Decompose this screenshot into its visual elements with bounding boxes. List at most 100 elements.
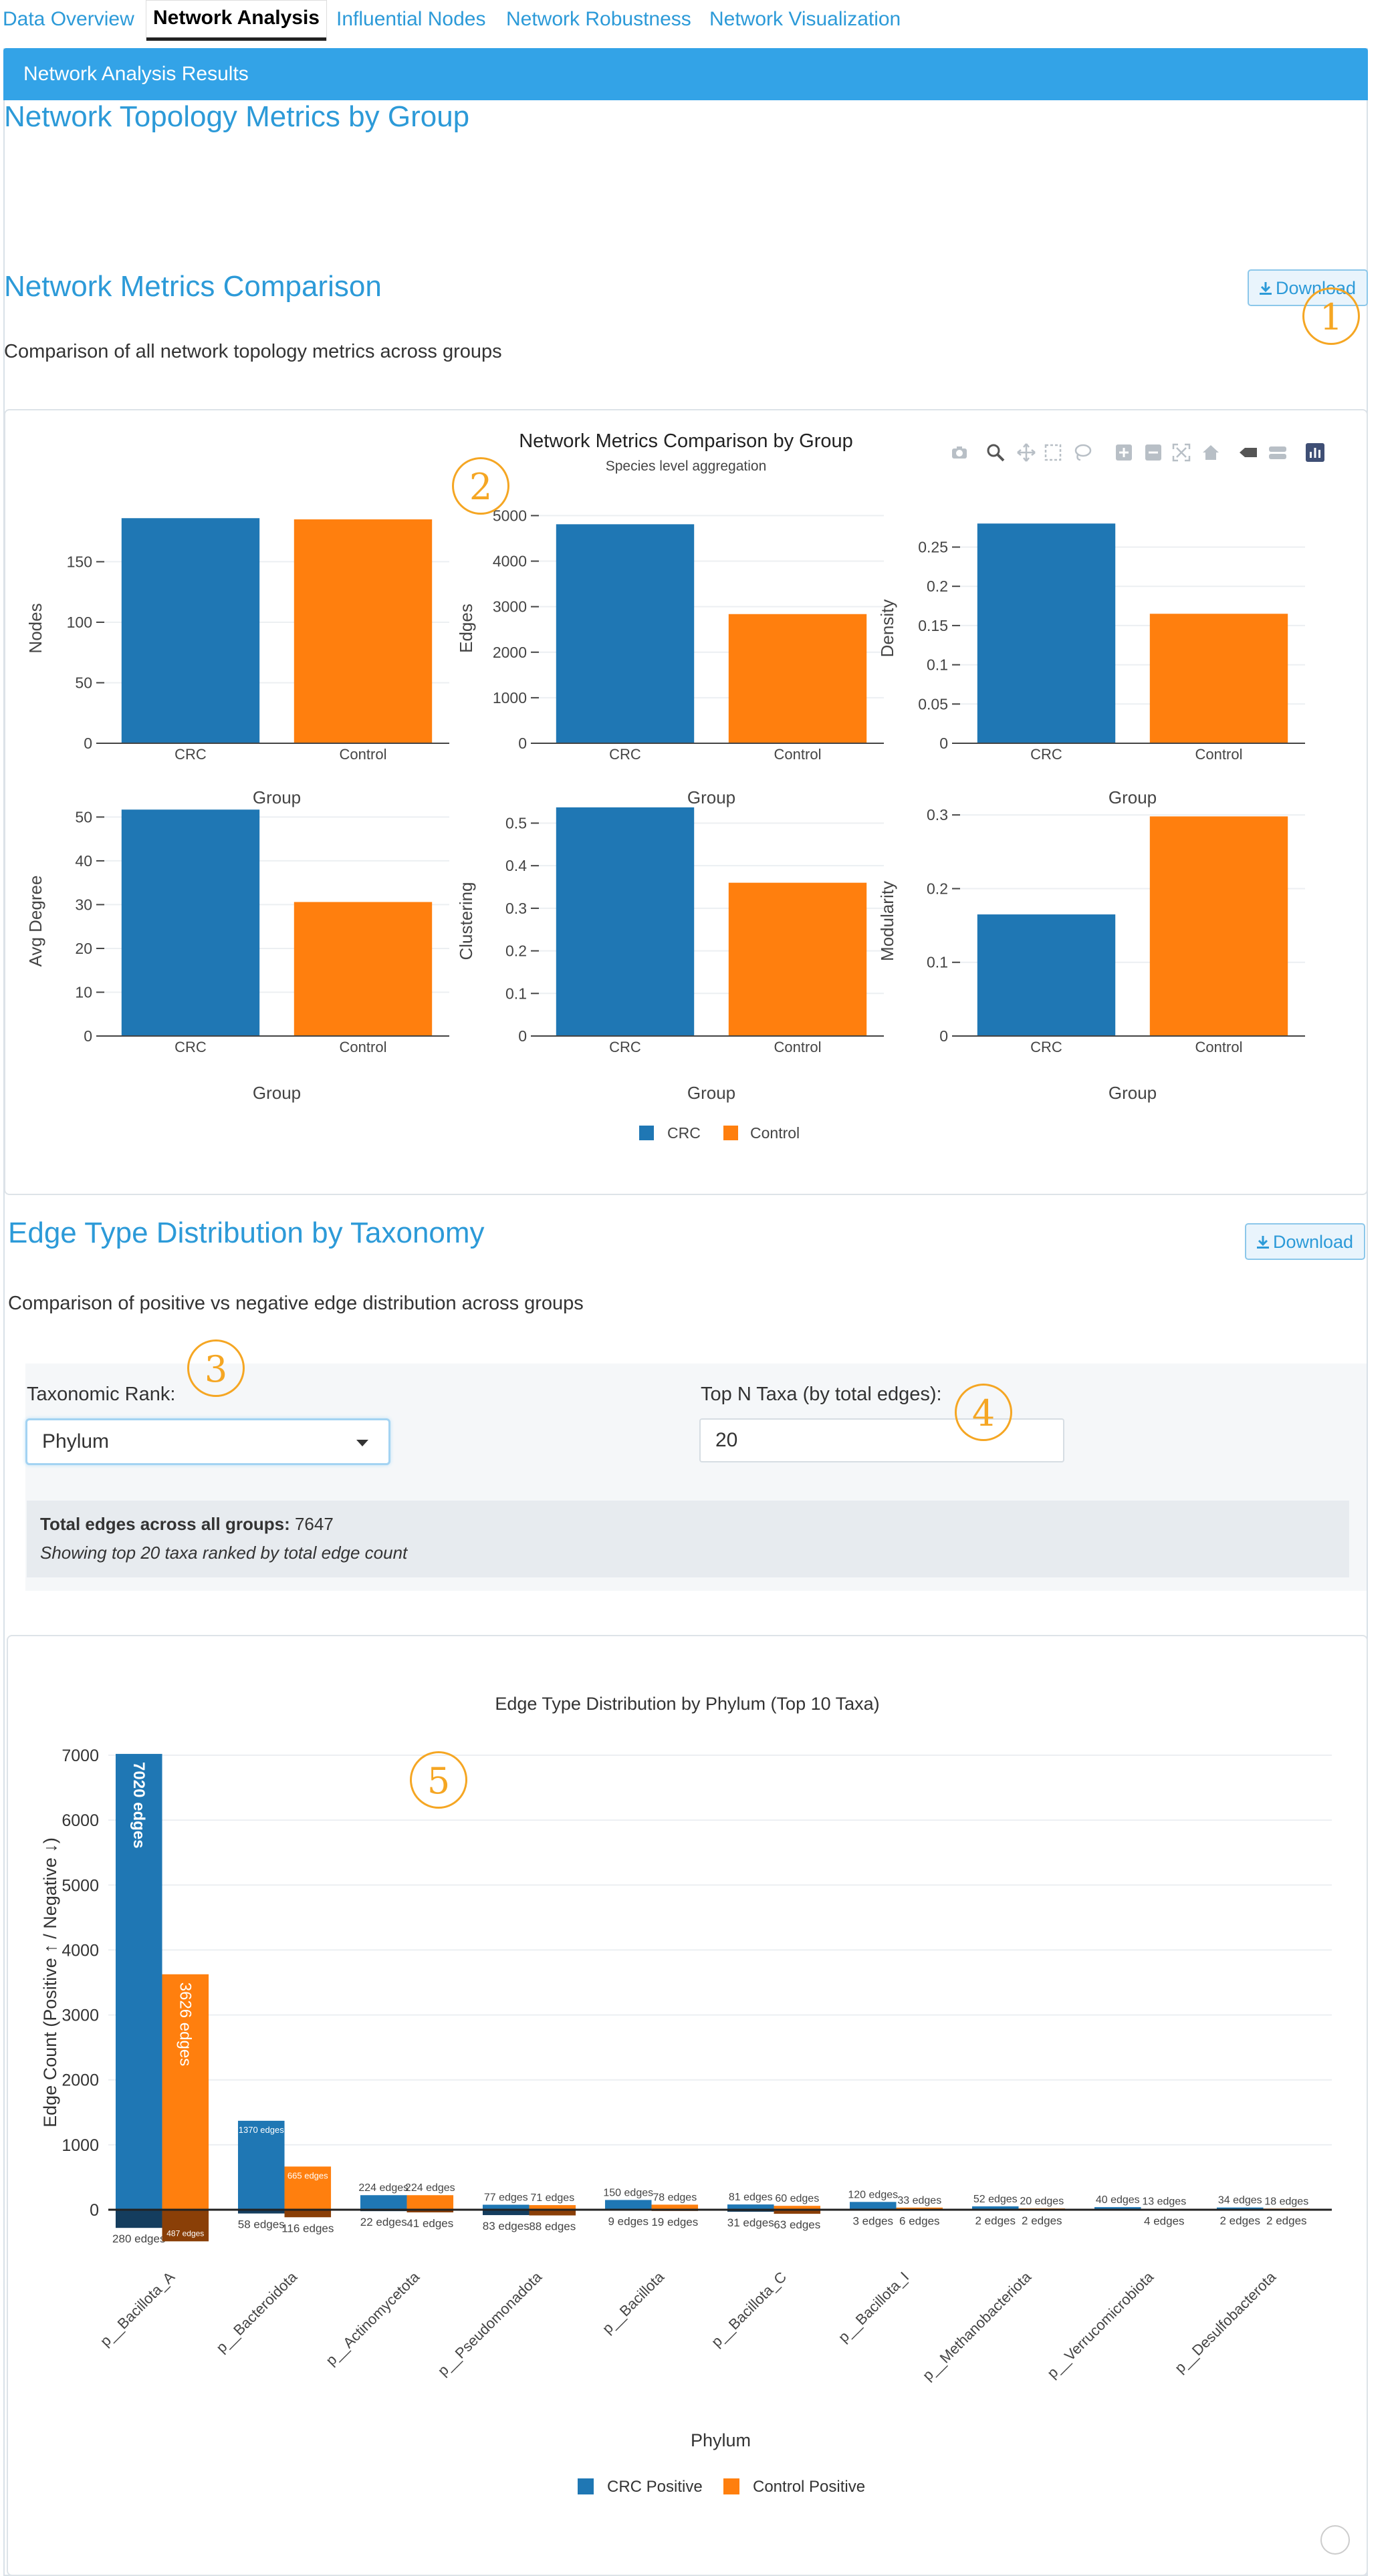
- bar-positive[interactable]: [604, 2200, 652, 2210]
- bar-positive[interactable]: [1094, 2207, 1141, 2210]
- bar-negative[interactable]: [406, 2210, 454, 2212]
- topn-label: Top N Taxa (by total edges):: [701, 1384, 942, 1405]
- bar-positive[interactable]: [406, 2195, 454, 2210]
- y-tick-label: 3000: [62, 2007, 99, 2025]
- bar-control[interactable]: [1149, 816, 1288, 1036]
- data-label: 81 edges: [729, 2192, 773, 2203]
- rank-select[interactable]: Phylum: [25, 1418, 390, 1465]
- x-axis-title: Group: [1109, 1083, 1157, 1103]
- bar-positive[interactable]: [971, 2206, 1019, 2210]
- y-tick-label: 0.1: [505, 985, 527, 1002]
- data-label: 60 edges: [775, 2193, 819, 2204]
- data-label: 1370 edges: [239, 2125, 284, 2135]
- bar-control[interactable]: [294, 519, 433, 743]
- data-label: 4 edges: [1144, 2214, 1185, 2227]
- y-tick-label: 30: [75, 896, 92, 913]
- bar-negative[interactable]: [482, 2210, 530, 2216]
- legend-swatch-crc-positive[interactable]: [578, 2478, 594, 2494]
- data-label: 9 edges: [608, 2215, 649, 2228]
- x-tick-label: p__Bacillota_C: [708, 2269, 790, 2350]
- y-axis-title: Density: [877, 600, 897, 658]
- bar-negative[interactable]: [237, 2210, 285, 2214]
- y-tick-label: 0.1: [927, 656, 948, 674]
- y-tick-label: 2000: [62, 2071, 99, 2090]
- tab-influential-nodes[interactable]: Influential Nodes: [336, 8, 486, 30]
- data-label: 13 edges: [1142, 2196, 1186, 2208]
- x-axis-title: Group: [687, 787, 735, 807]
- zoom-icon[interactable]: [985, 442, 1006, 463]
- bar-positive[interactable]: [651, 2204, 699, 2210]
- bar-control[interactable]: [1149, 614, 1288, 743]
- y-axis-title: Avg Degree: [25, 876, 45, 967]
- bar-positive[interactable]: [115, 1754, 162, 2210]
- bar-positive[interactable]: [849, 2202, 897, 2210]
- bar-positive[interactable]: [284, 2166, 332, 2210]
- pan-icon[interactable]: [1016, 442, 1036, 463]
- compare-hover-icon[interactable]: [1268, 442, 1288, 463]
- y-tick-label: 0.25: [918, 538, 948, 555]
- download-icon: [1256, 1236, 1269, 1249]
- bar-negative[interactable]: [774, 2210, 821, 2214]
- bar-crc[interactable]: [556, 524, 695, 743]
- bar-crc[interactable]: [977, 914, 1116, 1036]
- legend-swatch-control[interactable]: [723, 1126, 738, 1140]
- bar-negative[interactable]: [284, 2210, 332, 2218]
- x-tick-label: p__Bacillota_I: [835, 2269, 912, 2345]
- legend-swatch-control-positive[interactable]: [723, 2478, 739, 2494]
- y-tick-label: 0.2: [927, 880, 948, 897]
- topn-input[interactable]: [699, 1418, 1064, 1462]
- bar-control[interactable]: [294, 902, 433, 1036]
- edge-download-button[interactable]: Download: [1245, 1223, 1365, 1260]
- bar-negative[interactable]: [162, 2210, 209, 2242]
- data-label: 224 edges: [405, 2182, 455, 2194]
- bar-crc[interactable]: [977, 523, 1116, 743]
- spike-lines-icon[interactable]: [1238, 442, 1258, 463]
- reset-axes-icon[interactable]: [1201, 442, 1221, 463]
- data-label: 3626 edges: [176, 1982, 194, 2066]
- bar-crc[interactable]: [121, 809, 260, 1036]
- edge-chart: Edge Type Distribution by Phylum (Top 10…: [40, 1694, 1332, 2496]
- category-group: 52 edges 2 edges 20 edges 2 edges: [971, 2194, 1066, 2227]
- bar-positive[interactable]: [237, 2120, 285, 2210]
- chart-legend: CRC Positive Control Positive: [578, 2478, 865, 2496]
- zoom-out-icon[interactable]: [1143, 442, 1163, 463]
- zoom-in-icon[interactable]: [1114, 442, 1134, 463]
- tab-network-analysis[interactable]: Network Analysis: [146, 0, 327, 41]
- y-tick-label: 10: [75, 983, 92, 1001]
- chart-legend: CRC Control: [639, 1124, 800, 1142]
- bar-positive[interactable]: [774, 2206, 821, 2210]
- camera-icon[interactable]: [949, 442, 969, 463]
- y-tick-label: 0.2: [505, 942, 527, 960]
- bar-positive[interactable]: [896, 2207, 943, 2210]
- bar-negative[interactable]: [529, 2210, 576, 2216]
- bar-positive[interactable]: [482, 2204, 530, 2210]
- bar-control[interactable]: [728, 614, 867, 743]
- lasso-icon[interactable]: [1072, 442, 1092, 463]
- y-tick-label: 4000: [493, 553, 527, 570]
- chart-subtitle: Species level aggregation: [606, 459, 767, 474]
- y-tick-label: 0: [939, 735, 948, 752]
- plotly-logo-icon[interactable]: [1305, 442, 1325, 463]
- tab-network-visualization[interactable]: Network Visualization: [709, 8, 901, 30]
- bar-control[interactable]: [728, 882, 867, 1036]
- box-select-icon[interactable]: [1043, 442, 1063, 463]
- legend-swatch-crc[interactable]: [639, 1126, 654, 1140]
- x-tick-label: CRC: [609, 746, 641, 763]
- autoscale-icon[interactable]: [1171, 442, 1191, 463]
- bar-positive[interactable]: [360, 2195, 407, 2210]
- bar-crc[interactable]: [121, 518, 260, 743]
- resize-handle-icon[interactable]: [1320, 2525, 1350, 2555]
- bar-negative[interactable]: [115, 2210, 162, 2228]
- tab-network-robustness[interactable]: Network Robustness: [506, 8, 691, 30]
- bar-positive[interactable]: [727, 2204, 774, 2210]
- y-tick-label: 6000: [62, 1811, 99, 1830]
- bar-crc[interactable]: [556, 807, 695, 1036]
- data-label: 52 edges: [973, 2194, 1018, 2205]
- bar-positive[interactable]: [529, 2205, 576, 2210]
- x-axis-title: Phylum: [691, 2430, 751, 2450]
- bar-negative[interactable]: [727, 2210, 774, 2212]
- bar-positive[interactable]: [1216, 2207, 1264, 2210]
- tab-data-overview[interactable]: Data Overview: [3, 8, 134, 30]
- y-tick-label: 1000: [62, 2136, 99, 2155]
- bar-positive[interactable]: [162, 1974, 209, 2210]
